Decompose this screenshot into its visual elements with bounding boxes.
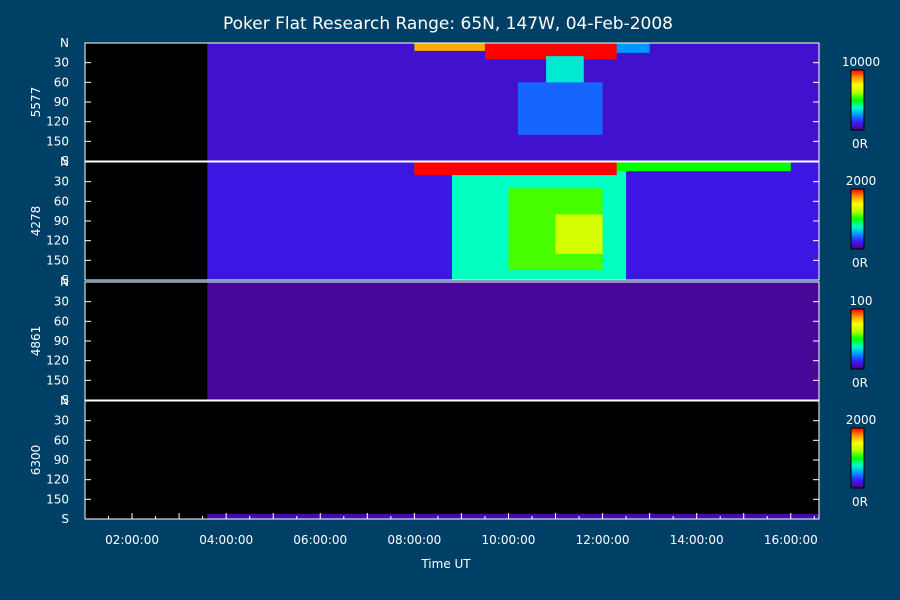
y-tick-label: 120 — [46, 473, 69, 487]
emission-region — [484, 43, 617, 60]
colorbar-min-label: 0R — [852, 137, 868, 151]
emission-region — [414, 162, 617, 176]
y-tick-label: S — [61, 273, 69, 287]
y-tick-label: 90 — [54, 95, 69, 109]
x-axis: 02:00:00 04:00:00 06:00:00 08:00:00 10:00:00… — [84, 513, 818, 547]
x-tick-label: 12:00:00 — [576, 533, 630, 547]
y-tick-label: 60 — [54, 194, 69, 208]
y-tick-label: 150 — [46, 492, 69, 506]
colorbar-max-label: 100 — [850, 294, 873, 308]
x-tick-label: 08:00:00 — [387, 533, 441, 547]
colorbar-min-label: 0R — [852, 256, 868, 270]
emission-region — [414, 43, 485, 51]
plot-area — [85, 401, 819, 519]
emission-region — [517, 82, 603, 135]
panel-label: 4278 — [29, 206, 43, 237]
y-tick-label: N — [60, 155, 69, 169]
colorbar — [850, 69, 865, 131]
y-tick-label: S — [61, 512, 69, 526]
y-tick-label: 30 — [54, 414, 69, 428]
colorbar-min-label: 0R — [852, 495, 868, 509]
panel-5577: N 30 60 90 120 150 S 5577 10000 0R — [29, 36, 880, 168]
x-tick-label: 14:00:00 — [670, 533, 724, 547]
y-tick-label: 150 — [46, 134, 69, 148]
y-tick-label: 120 — [46, 115, 69, 129]
y-tick-label: 60 — [54, 314, 69, 328]
y-tick-label: S — [61, 154, 69, 168]
y-tick-label: 150 — [46, 253, 69, 267]
panel-4278: N 30 60 90 120 150 S 4278 2000 0R — [29, 155, 876, 287]
colorbar-min-label: 0R — [852, 376, 868, 390]
y-tick-label: S — [61, 393, 69, 407]
panels: N 30 60 90 120 150 S 5577 10000 0R N 30 60 90 120 150 S 4… — [29, 36, 880, 526]
colorbar-max-label: 2000 — [846, 413, 877, 427]
y-tick-label: N — [60, 394, 69, 408]
panel-label: 5577 — [29, 87, 43, 118]
x-tick-label: 06:00:00 — [293, 533, 347, 547]
emission-region — [207, 43, 820, 161]
y-tick-label: 90 — [54, 453, 69, 467]
chart-title: Poker Flat Research Range: 65N, 147W, 04… — [223, 14, 673, 34]
y-tick-label: N — [60, 275, 69, 289]
colorbar-max-label: 2000 — [846, 174, 877, 188]
y-tick-label: 90 — [54, 214, 69, 228]
x-tick-label: 02:00:00 — [105, 533, 159, 547]
emission-region — [207, 513, 820, 519]
y-tick-label: 60 — [54, 433, 69, 447]
y-tick-label: 30 — [54, 175, 69, 189]
colorbar — [850, 308, 865, 370]
y-tick-label: 120 — [46, 234, 69, 248]
panel-label: 6300 — [29, 445, 43, 476]
panel-label: 4861 — [29, 326, 43, 357]
panel-4861: N 30 60 90 120 150 S 4861 100 0R — [29, 275, 872, 407]
emission-region — [207, 282, 820, 400]
emission-region — [616, 43, 650, 53]
emission-region — [555, 214, 603, 254]
x-tick-label: 16:00:00 — [764, 533, 818, 547]
colorbar — [850, 188, 865, 250]
x-tick-label: 10:00:00 — [482, 533, 536, 547]
y-tick-label: 120 — [46, 354, 69, 368]
x-axis-label: Time UT — [420, 557, 471, 571]
y-tick-label: 30 — [54, 295, 69, 309]
colorbar — [850, 427, 865, 489]
x-tick-label: 04:00:00 — [199, 533, 253, 547]
y-tick-label: 30 — [54, 56, 69, 70]
panel-6300: N 30 60 90 120 150 S 6300 2000 0R — [29, 394, 876, 526]
y-tick-label: 60 — [54, 75, 69, 89]
y-tick-label: N — [60, 36, 69, 50]
y-tick-label: 90 — [54, 334, 69, 348]
colorbar-max-label: 10000 — [842, 55, 880, 69]
y-tick-label: 150 — [46, 373, 69, 387]
